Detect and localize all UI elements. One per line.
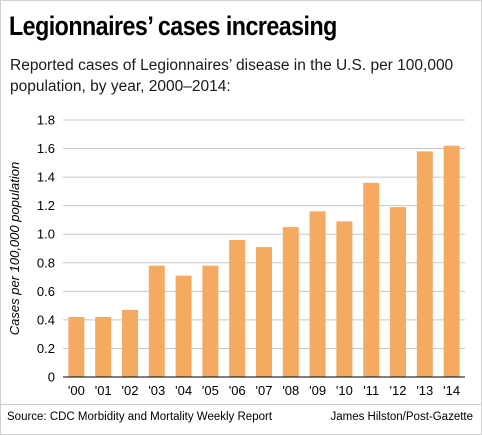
x-tick-label: '13 bbox=[416, 383, 433, 398]
y-tick-label: 0 bbox=[48, 370, 55, 385]
chart-title: Legionnaires’ cases increasing bbox=[9, 11, 337, 41]
y-axis-ticks: 0 0.2 0.4 0.6 0.8 1.0 1.2 1.4 1.6 1.8 bbox=[37, 113, 55, 385]
y-tick-label: 1.2 bbox=[37, 198, 55, 213]
bar bbox=[416, 151, 433, 377]
bar-chart: 00.20.40.60.81.01.21.41.61.8 '00'01'02'0… bbox=[7, 113, 465, 398]
x-tick-label: '03 bbox=[148, 383, 165, 398]
bar bbox=[309, 211, 326, 377]
bar bbox=[148, 265, 165, 377]
x-tick-label: '07 bbox=[256, 383, 273, 398]
x-tick-label: '12 bbox=[390, 383, 407, 398]
y-tick-label: 1.6 bbox=[37, 141, 55, 156]
x-tick-label: '04 bbox=[175, 383, 192, 398]
y-tick-label: 1.8 bbox=[37, 113, 55, 128]
bar bbox=[256, 247, 272, 377]
bar bbox=[202, 265, 219, 377]
x-tick-label: '02 bbox=[122, 383, 139, 398]
bar bbox=[229, 239, 246, 377]
x-tick-label: '00 bbox=[68, 383, 85, 398]
y-tick-label: 0.4 bbox=[37, 312, 55, 327]
footer-divider bbox=[1, 404, 481, 405]
x-tick-label: '01 bbox=[95, 383, 112, 398]
bar bbox=[175, 275, 192, 377]
y-tick-label: 1.4 bbox=[37, 170, 55, 185]
x-tick-label: '09 bbox=[309, 383, 326, 398]
y-tick-label: 0.2 bbox=[37, 341, 55, 356]
bar bbox=[363, 182, 380, 377]
bar bbox=[282, 227, 299, 377]
bar bbox=[390, 207, 406, 377]
x-tick-label: '11 bbox=[363, 383, 379, 398]
source-note: Source: CDC Morbidity and Mortality Week… bbox=[7, 411, 273, 423]
chart-subtitle: Reported cases of Legionnaires’ disease … bbox=[10, 57, 454, 95]
bars bbox=[68, 145, 460, 377]
y-axis-title: Cases per 100,000 population bbox=[7, 162, 22, 335]
x-tick-label: '08 bbox=[282, 383, 299, 398]
y-tick-label: 0.8 bbox=[37, 255, 55, 270]
footer: Source: CDC Morbidity and Mortality Week… bbox=[7, 411, 473, 423]
y-tick-label: 1.0 bbox=[37, 227, 55, 242]
bar bbox=[68, 317, 85, 377]
x-tick-label: '05 bbox=[202, 383, 219, 398]
x-tick-label: '06 bbox=[229, 383, 246, 398]
bar bbox=[122, 309, 138, 377]
x-tick-label: '14 bbox=[443, 383, 460, 398]
x-axis-ticks: '00 '01 '02 '03 '04 '05 '06 '07 '08 '09 '10 '11 '12 '… bbox=[68, 383, 460, 398]
bar bbox=[443, 145, 460, 377]
y-tick-label: 0.6 bbox=[37, 284, 55, 299]
bar bbox=[95, 317, 112, 377]
credit-note: James Hilston/Post-Gazette bbox=[330, 411, 473, 423]
bar bbox=[336, 221, 353, 377]
x-tick-label: '10 bbox=[336, 383, 353, 398]
